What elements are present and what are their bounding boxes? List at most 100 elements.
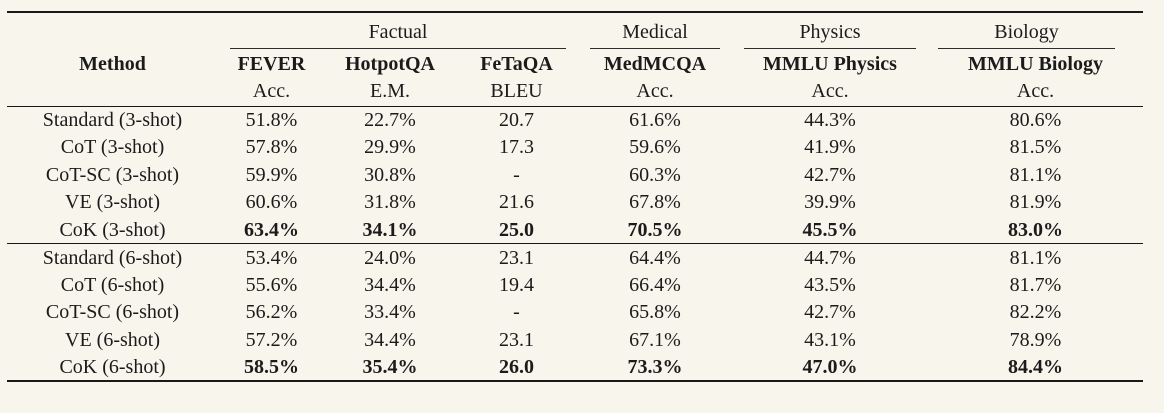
value-cell: 55.6% bbox=[245, 273, 298, 296]
group-underline-physics: Physics bbox=[744, 18, 916, 49]
metric-mmlu-physics: Acc. bbox=[732, 76, 928, 107]
empty-corner-cell bbox=[7, 12, 218, 49]
method-cell: CoT (6-shot) bbox=[60, 273, 165, 296]
table-row: Standard (3-shot) 51.8% 22.7% 20.7 61.6%… bbox=[7, 106, 1143, 134]
value-cell: 43.5% bbox=[804, 273, 856, 296]
value-cell: 33.4% bbox=[364, 301, 416, 324]
method-cell: CoT-SC (3-shot) bbox=[45, 163, 180, 186]
table-row: CoT-SC (6-shot) 56.2% 33.4% - 65.8% 42.7… bbox=[7, 299, 1143, 327]
value-cell: 66.4% bbox=[629, 273, 681, 296]
value-cell: 60.6% bbox=[245, 191, 298, 214]
value-cell: 23.1 bbox=[499, 246, 534, 269]
value-cell: 80.6% bbox=[1009, 109, 1062, 131]
group-label: Biology bbox=[994, 21, 1059, 43]
method-cell: VE (3-shot) bbox=[65, 191, 160, 214]
value-cell: 34.1% bbox=[325, 216, 455, 244]
section-3-shot: Standard (3-shot) 51.8% 22.7% 20.7 61.6%… bbox=[7, 106, 1143, 244]
group-label: Factual bbox=[368, 21, 428, 43]
method-cell: CoT (3-shot) bbox=[60, 136, 165, 159]
method-cell: Standard (6-shot) bbox=[42, 246, 183, 269]
value-cell: 73.3% bbox=[627, 355, 683, 378]
value-cell: 43.1% bbox=[804, 328, 856, 351]
value-cell: 29.9% bbox=[364, 136, 416, 159]
value-cell: 61.6% bbox=[629, 109, 681, 131]
value-cell: 84.4% bbox=[1008, 355, 1063, 378]
table-row-cok-3shot: CoK (3-shot) 63.4% 34.1% 25.0 70.5% 45.5… bbox=[7, 216, 1143, 244]
value-cell: 81.7% bbox=[1009, 273, 1062, 296]
col-header-fetaqa: FeTaQA bbox=[480, 52, 553, 75]
value-cell: 70.5% bbox=[578, 216, 732, 244]
value-cell: 34.4% bbox=[364, 328, 416, 351]
value-cell: 59.6% bbox=[629, 136, 681, 159]
value-cell: 35.4% bbox=[362, 355, 418, 378]
value-cell: 47.0% bbox=[802, 355, 858, 378]
value-cell: 59.9% bbox=[245, 163, 298, 186]
method-cell: Standard (3-shot) bbox=[42, 109, 183, 131]
metric-fever: Acc. bbox=[218, 76, 325, 107]
value-cell: 22.7% bbox=[364, 109, 416, 131]
col-header-mmlu-biology: MMLU Biology bbox=[968, 52, 1103, 75]
metric-fetaqa: BLEU bbox=[455, 76, 578, 107]
table-row: VE (3-shot) 60.6% 31.8% 21.6 67.8% 39.9%… bbox=[7, 189, 1143, 217]
value-cell: 67.8% bbox=[629, 191, 681, 214]
value-cell: 63.4% bbox=[218, 216, 325, 244]
group-cell-medical: Medical bbox=[578, 12, 732, 49]
value-cell: 58.5% bbox=[244, 355, 299, 378]
table-row-cok-6shot: CoK (6-shot) 58.5% 35.4% 26.0 73.3% 47.0… bbox=[7, 354, 1143, 382]
value-cell: 60.3% bbox=[629, 163, 681, 186]
group-cell-biology: Biology bbox=[928, 12, 1143, 49]
metric-mmlu-biology: Acc. bbox=[928, 76, 1143, 107]
value-cell: 81.9% bbox=[1009, 191, 1062, 214]
value-cell: 23.1 bbox=[499, 328, 534, 351]
method-cell: VE (6-shot) bbox=[65, 328, 160, 351]
group-header-row: Factual Medical Physics Biology bbox=[7, 12, 1143, 49]
value-cell: 51.8% bbox=[245, 109, 298, 131]
value-cell: 45.5% bbox=[732, 216, 928, 244]
value-cell: 25.0 bbox=[455, 216, 578, 244]
metric-header-row: Acc. E.M. BLEU Acc. Acc. Acc. bbox=[7, 76, 1143, 107]
value-cell: 44.7% bbox=[804, 246, 856, 269]
value-cell: - bbox=[513, 163, 520, 186]
value-cell: 19.4 bbox=[499, 273, 534, 296]
value-cell: 56.2% bbox=[245, 301, 298, 324]
empty-metric-cell bbox=[7, 76, 218, 107]
method-cell: CoK (6-shot) bbox=[59, 355, 166, 378]
col-header-mmlu-physics: MMLU Physics bbox=[763, 52, 897, 75]
value-cell: 30.8% bbox=[364, 163, 416, 186]
value-cell: 53.4% bbox=[245, 246, 298, 269]
value-cell: 44.3% bbox=[804, 109, 856, 131]
group-cell-factual: Factual bbox=[218, 12, 578, 49]
col-header-medmcqa: MedMCQA bbox=[603, 52, 707, 75]
value-cell: 17.3 bbox=[499, 136, 534, 159]
value-cell: - bbox=[513, 301, 520, 324]
group-underline-factual: Factual bbox=[230, 18, 566, 49]
value-cell: 42.7% bbox=[804, 163, 856, 186]
value-cell: 34.4% bbox=[364, 273, 416, 296]
table-row: CoT (3-shot) 57.8% 29.9% 17.3 59.6% 41.9… bbox=[7, 134, 1143, 162]
value-cell: 57.2% bbox=[245, 328, 298, 351]
table-row: Standard (6-shot) 53.4% 24.0% 23.1 64.4%… bbox=[7, 244, 1143, 272]
value-cell: 78.9% bbox=[1009, 328, 1062, 351]
section-6-shot: Standard (6-shot) 53.4% 24.0% 23.1 64.4%… bbox=[7, 244, 1143, 382]
metric-medmcqa: Acc. bbox=[578, 76, 732, 107]
value-cell: 31.8% bbox=[364, 191, 416, 214]
value-cell: 39.9% bbox=[804, 191, 856, 214]
value-cell: 42.7% bbox=[804, 301, 856, 324]
table-row: VE (6-shot) 57.2% 34.4% 23.1 67.1% 43.1%… bbox=[7, 326, 1143, 354]
group-underline-biology: Biology bbox=[938, 18, 1115, 49]
value-cell: 82.2% bbox=[1009, 301, 1062, 324]
table-row: CoT-SC (3-shot) 59.9% 30.8% - 60.3% 42.7… bbox=[7, 161, 1143, 189]
group-label: Physics bbox=[799, 21, 861, 43]
value-cell: 81.5% bbox=[1009, 136, 1062, 159]
method-header: Method bbox=[79, 52, 146, 75]
value-cell: 57.8% bbox=[245, 136, 298, 159]
group-underline-medical: Medical bbox=[590, 18, 720, 49]
value-cell: 41.9% bbox=[804, 136, 856, 159]
results-table: Factual Medical Physics Biology Method F… bbox=[7, 11, 1143, 382]
metric-hotpotqa: E.M. bbox=[325, 76, 455, 107]
value-cell: 64.4% bbox=[629, 246, 681, 269]
value-cell: 81.1% bbox=[1009, 163, 1062, 186]
value-cell: 83.0% bbox=[928, 216, 1143, 244]
group-cell-physics: Physics bbox=[732, 12, 928, 49]
value-cell: 24.0% bbox=[364, 246, 416, 269]
